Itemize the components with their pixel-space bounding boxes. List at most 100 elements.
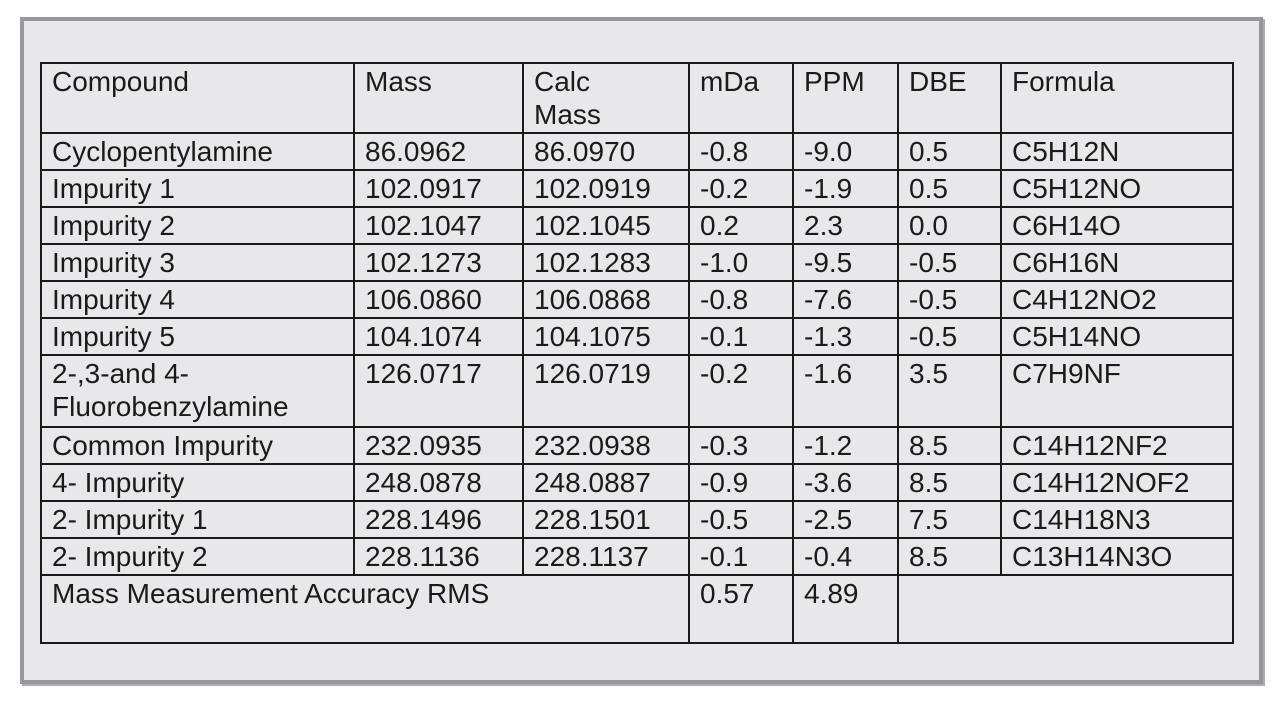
table-row: 4- Impurity 248.0878 248.0887 -0.9 -3.6 … bbox=[40, 463, 1234, 502]
table-row: Impurity 2 102.1047 102.1045 0.2 2.3 0.0… bbox=[40, 206, 1234, 245]
column-header-ppm: PPM bbox=[792, 62, 899, 134]
compound-cell: 4- Impurity bbox=[40, 463, 355, 502]
ppm-cell: -0.4 bbox=[792, 537, 899, 576]
formula-cell: C6H14O bbox=[1000, 206, 1234, 245]
table-row: Impurity 1 102.0917 102.0919 -0.2 -1.9 0… bbox=[40, 169, 1234, 208]
ppm-cell: -9.5 bbox=[792, 243, 899, 282]
rms-label-cell: Mass Measurement Accuracy RMS bbox=[40, 574, 690, 644]
rms-mda-cell: 0.57 bbox=[688, 574, 794, 644]
dbe-cell: 8.5 bbox=[897, 426, 1002, 465]
calc-mass-cell: 228.1137 bbox=[522, 537, 690, 576]
formula-cell: C14H12NF2 bbox=[1000, 426, 1234, 465]
table-row: 2- Impurity 2 228.1136 228.1137 -0.1 -0.… bbox=[40, 537, 1234, 576]
formula-cell: C6H16N bbox=[1000, 243, 1234, 282]
empty-cell bbox=[897, 574, 1234, 644]
table-row: Common Impurity 232.0935 232.0938 -0.3 -… bbox=[40, 426, 1234, 465]
compound-cell: Common Impurity bbox=[40, 426, 355, 465]
mda-cell: -0.8 bbox=[688, 280, 794, 319]
mda-cell: -0.1 bbox=[688, 537, 794, 576]
table-row: 2- Impurity 1 228.1496 228.1501 -0.5 -2.… bbox=[40, 500, 1234, 539]
mda-cell: 0.2 bbox=[688, 206, 794, 245]
mass-accuracy-table: Compound Mass Calc Mass mDa PPM DBE Form… bbox=[40, 62, 1234, 644]
mass-cell: 102.1273 bbox=[353, 243, 524, 282]
ppm-cell: 2.3 bbox=[792, 206, 899, 245]
ppm-cell: -1.9 bbox=[792, 169, 899, 208]
formula-cell: C14H12NOF2 bbox=[1000, 463, 1234, 502]
calc-mass-cell: 102.0919 bbox=[522, 169, 690, 208]
table-row: Cyclopentylamine 86.0962 86.0970 -0.8 -9… bbox=[40, 132, 1234, 171]
calc-mass-cell: 102.1283 bbox=[522, 243, 690, 282]
compound-cell: Impurity 4 bbox=[40, 280, 355, 319]
ppm-cell: -2.5 bbox=[792, 500, 899, 539]
dbe-cell: 0.0 bbox=[897, 206, 1002, 245]
mda-cell: -0.5 bbox=[688, 500, 794, 539]
calc-mass-cell: 104.1075 bbox=[522, 317, 690, 356]
mda-cell: -0.1 bbox=[688, 317, 794, 356]
compound-cell: 2- Impurity 1 bbox=[40, 500, 355, 539]
dbe-cell: 3.5 bbox=[897, 354, 1002, 428]
dbe-cell: 8.5 bbox=[897, 537, 1002, 576]
table-row: Impurity 3 102.1273 102.1283 -1.0 -9.5 -… bbox=[40, 243, 1234, 282]
column-header-mda: mDa bbox=[688, 62, 794, 134]
mda-cell: -1.0 bbox=[688, 243, 794, 282]
calc-mass-cell: 232.0938 bbox=[522, 426, 690, 465]
compound-cell: Impurity 2 bbox=[40, 206, 355, 245]
column-header-compound: Compound bbox=[40, 62, 355, 134]
dbe-cell: 7.5 bbox=[897, 500, 1002, 539]
calc-mass-cell: 126.0719 bbox=[522, 354, 690, 428]
dbe-cell: 0.5 bbox=[897, 132, 1002, 171]
formula-cell: C5H14NO bbox=[1000, 317, 1234, 356]
table-row: 2-,3-and 4- Fluorobenzylamine 126.0717 1… bbox=[40, 354, 1234, 428]
mass-cell: 86.0962 bbox=[353, 132, 524, 171]
compound-cell: Impurity 1 bbox=[40, 169, 355, 208]
ppm-cell: -7.6 bbox=[792, 280, 899, 319]
panel-frame: Compound Mass Calc Mass mDa PPM DBE Form… bbox=[20, 17, 1263, 684]
formula-cell: C5H12N bbox=[1000, 132, 1234, 171]
compound-cell: 2-,3-and 4- Fluorobenzylamine bbox=[40, 354, 355, 428]
mda-cell: -0.2 bbox=[688, 169, 794, 208]
formula-cell: C4H12NO2 bbox=[1000, 280, 1234, 319]
mass-cell: 248.0878 bbox=[353, 463, 524, 502]
column-header-formula: Formula bbox=[1000, 62, 1234, 134]
mass-cell: 102.0917 bbox=[353, 169, 524, 208]
ppm-cell: -9.0 bbox=[792, 132, 899, 171]
mass-cell: 232.0935 bbox=[353, 426, 524, 465]
column-header-calc-mass: Calc Mass bbox=[522, 62, 690, 134]
table-row: Impurity 4 106.0860 106.0868 -0.8 -7.6 -… bbox=[40, 280, 1234, 319]
rms-ppm-cell: 4.89 bbox=[792, 574, 899, 644]
mda-cell: -0.2 bbox=[688, 354, 794, 428]
mass-cell: 102.1047 bbox=[353, 206, 524, 245]
calc-mass-cell: 248.0887 bbox=[522, 463, 690, 502]
column-header-dbe: DBE bbox=[897, 62, 1002, 134]
table-row: Impurity 5 104.1074 104.1075 -0.1 -1.3 -… bbox=[40, 317, 1234, 356]
ppm-cell: -1.6 bbox=[792, 354, 899, 428]
mda-cell: -0.3 bbox=[688, 426, 794, 465]
footer-row: Mass Measurement Accuracy RMS 0.57 4.89 bbox=[40, 574, 1234, 644]
dbe-cell: 8.5 bbox=[897, 463, 1002, 502]
compound-cell: Impurity 5 bbox=[40, 317, 355, 356]
dbe-cell: -0.5 bbox=[897, 317, 1002, 356]
column-header-mass: Mass bbox=[353, 62, 524, 134]
mass-cell: 228.1136 bbox=[353, 537, 524, 576]
formula-cell: C5H12NO bbox=[1000, 169, 1234, 208]
compound-cell: 2- Impurity 2 bbox=[40, 537, 355, 576]
formula-cell: C14H18N3 bbox=[1000, 500, 1234, 539]
formula-cell: C13H14N3O bbox=[1000, 537, 1234, 576]
dbe-cell: -0.5 bbox=[897, 243, 1002, 282]
dbe-cell: -0.5 bbox=[897, 280, 1002, 319]
mass-cell: 126.0717 bbox=[353, 354, 524, 428]
mda-cell: -0.9 bbox=[688, 463, 794, 502]
mass-cell: 228.1496 bbox=[353, 500, 524, 539]
calc-mass-cell: 102.1045 bbox=[522, 206, 690, 245]
mass-cell: 104.1074 bbox=[353, 317, 524, 356]
header-row: Compound Mass Calc Mass mDa PPM DBE Form… bbox=[40, 62, 1234, 134]
calc-mass-cell: 86.0970 bbox=[522, 132, 690, 171]
dbe-cell: 0.5 bbox=[897, 169, 1002, 208]
calc-mass-cell: 106.0868 bbox=[522, 280, 690, 319]
mass-cell: 106.0860 bbox=[353, 280, 524, 319]
compound-cell: Impurity 3 bbox=[40, 243, 355, 282]
mda-cell: -0.8 bbox=[688, 132, 794, 171]
formula-cell: C7H9NF bbox=[1000, 354, 1234, 428]
ppm-cell: -1.3 bbox=[792, 317, 899, 356]
calc-mass-cell: 228.1501 bbox=[522, 500, 690, 539]
